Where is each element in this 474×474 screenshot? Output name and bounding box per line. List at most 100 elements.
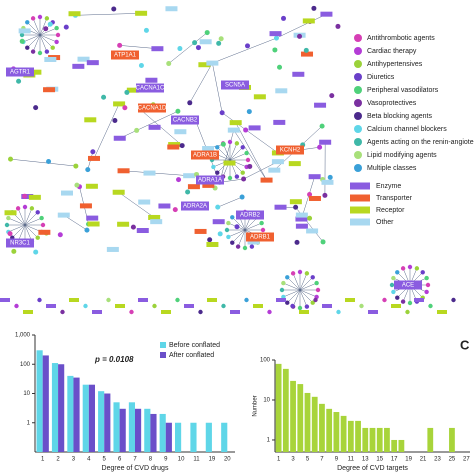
drug-node: [327, 174, 333, 180]
drug-node: [130, 224, 136, 230]
x-tick-label: 3: [291, 457, 295, 463]
drug-node: [273, 35, 279, 41]
gene-label: KCNH2: [280, 148, 301, 154]
target-node: [72, 63, 85, 69]
legend-label: Peripheral vasodilators: [367, 87, 439, 94]
legend-label: Lipid modifying agents: [367, 152, 437, 159]
legend-box: [350, 194, 370, 202]
target-node: [113, 101, 126, 107]
target-node: [68, 11, 81, 17]
gene-box: [171, 115, 199, 125]
drug-node: [285, 275, 290, 280]
drug-node: [15, 206, 21, 211]
drug-node: [124, 89, 130, 95]
target-node: [320, 11, 333, 17]
edge: [93, 103, 120, 159]
drug-node: [424, 275, 429, 281]
node: [451, 297, 456, 303]
edge: [140, 109, 183, 146]
x-tick-label: 3: [72, 457, 76, 463]
node: [244, 297, 249, 303]
legend-label: After conflated: [169, 352, 214, 359]
node: [37, 297, 42, 303]
drug-node: [219, 110, 225, 116]
target-node: [84, 117, 97, 123]
target-node: [79, 203, 92, 209]
drug-node: [6, 215, 11, 221]
legend-swatch: [160, 342, 166, 348]
target-node: [268, 167, 281, 173]
node: [69, 298, 79, 302]
drug-node: [400, 266, 406, 271]
drug-node: [317, 144, 323, 150]
gene-box: [276, 145, 304, 155]
target-node: [319, 139, 332, 145]
legend-dot: [354, 60, 362, 68]
drug-node: [179, 143, 185, 149]
gene-label: CACNA1C: [136, 86, 165, 92]
edge: [39, 27, 57, 36]
edge: [24, 208, 33, 226]
edge: [212, 63, 223, 113]
target-node: [29, 69, 42, 75]
x-tick-label: 5: [306, 457, 310, 463]
bar: [355, 420, 361, 452]
node: [230, 310, 240, 314]
drug-node: [44, 49, 50, 54]
legend-label: Enzyme: [376, 183, 401, 190]
bar: [398, 439, 405, 452]
edge: [287, 277, 301, 291]
node: [221, 303, 226, 309]
edge: [39, 34, 48, 52]
edge: [237, 229, 246, 247]
legend-label: Receptor: [376, 207, 405, 214]
target-node: [113, 135, 126, 141]
bar: [384, 427, 390, 452]
drug-node: [320, 239, 326, 245]
target-node: [86, 60, 99, 66]
x-tick-label: 23: [434, 457, 441, 463]
node: [129, 309, 134, 315]
drug-node: [143, 27, 149, 33]
drug-node: [46, 159, 52, 165]
x-axis-label: Degree of CVD drugs: [102, 465, 169, 472]
node: [322, 304, 332, 308]
bar: [290, 380, 296, 452]
drug-node: [11, 248, 17, 254]
x-tick-label: 17: [391, 457, 398, 463]
gene-box: [181, 201, 209, 211]
drug-node: [217, 231, 223, 237]
node: [198, 309, 203, 315]
edge: [39, 34, 53, 48]
edge: [12, 224, 26, 238]
gene-label: NR3C1: [10, 241, 30, 247]
y-axis-label: Number: [253, 395, 259, 416]
drug-node: [175, 108, 181, 114]
drug-node: [246, 109, 252, 115]
edge: [292, 273, 301, 291]
target-node: [295, 212, 308, 218]
gene-box: [191, 150, 219, 160]
gene-box: [136, 83, 164, 93]
bar: [128, 402, 135, 452]
node: [83, 303, 88, 309]
drug-node: [294, 239, 300, 245]
target-node: [288, 161, 301, 167]
node: [138, 298, 148, 302]
drug-node: [230, 215, 235, 220]
drug-node: [25, 20, 30, 25]
target-node: [269, 31, 282, 37]
legend-box: [350, 182, 370, 190]
bar: [42, 355, 49, 452]
target-node: [44, 56, 57, 62]
legend-label: Cardiac therapy: [367, 48, 417, 55]
target-node: [247, 239, 260, 245]
target-node: [314, 102, 327, 108]
drug-node: [259, 220, 264, 226]
gene-label: ADRA1A: [198, 178, 222, 184]
x-tick-label: 8: [149, 457, 153, 463]
drug-node: [424, 289, 429, 295]
edge: [189, 62, 213, 103]
edge: [283, 289, 301, 298]
drug-node: [234, 224, 240, 230]
